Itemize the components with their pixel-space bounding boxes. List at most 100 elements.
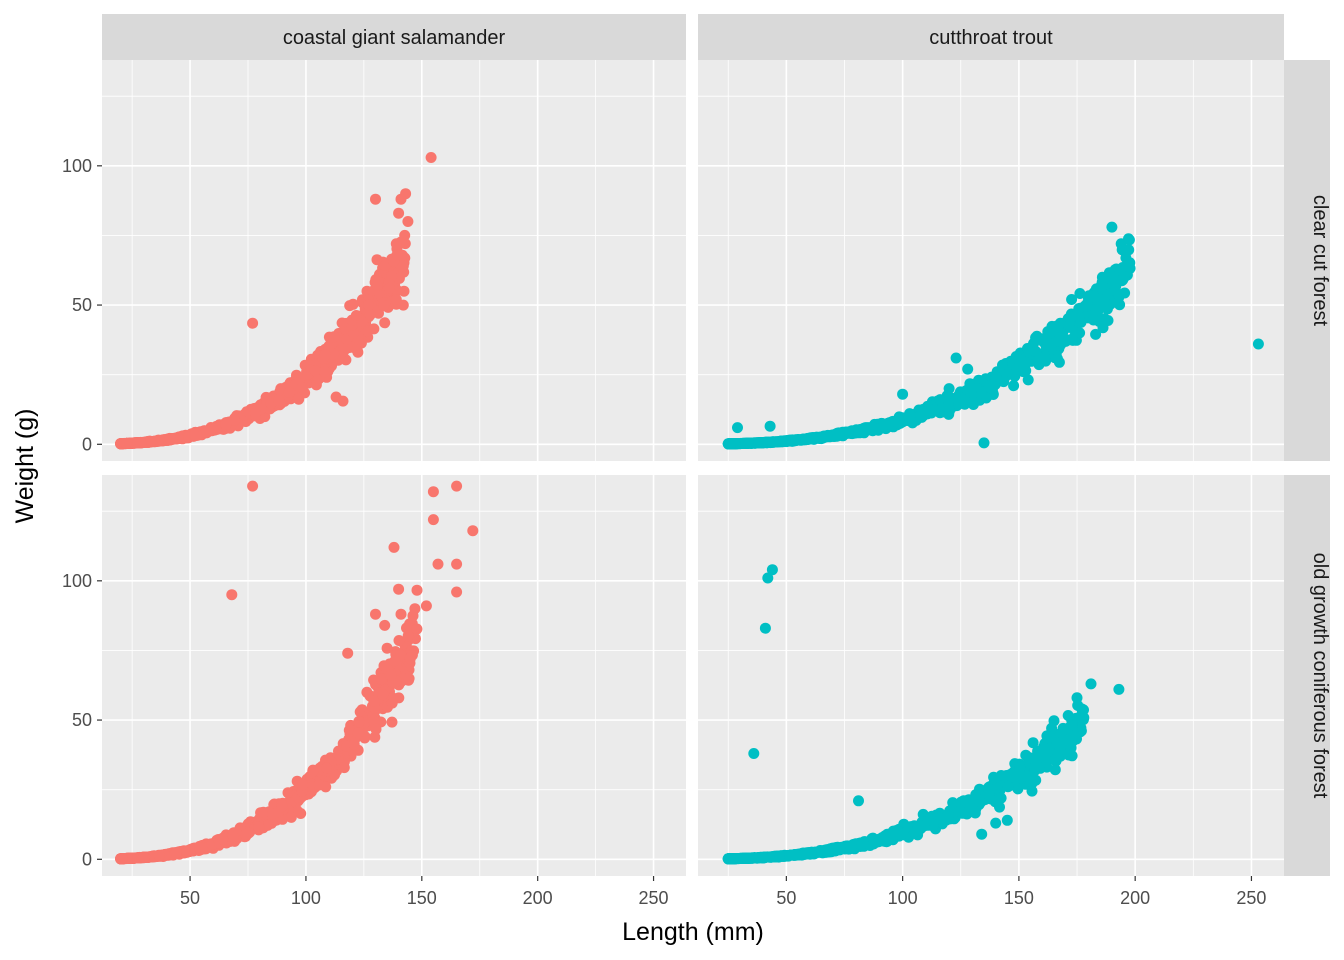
row-strip [1284, 475, 1330, 876]
data-point [869, 423, 881, 434]
data-point [313, 779, 325, 791]
data-point [227, 831, 239, 843]
data-point-outlier [1085, 678, 1097, 690]
data-point-outlier [427, 514, 439, 526]
data-point [879, 835, 891, 847]
data-point [1074, 288, 1086, 299]
data-point-outlier [388, 541, 400, 553]
data-point [1077, 714, 1089, 726]
data-point [217, 833, 229, 845]
data-point [296, 382, 308, 394]
data-point [319, 349, 331, 361]
data-point [393, 635, 405, 646]
data-point [799, 434, 811, 446]
data-point [821, 430, 833, 442]
y-tick-label: 100 [62, 571, 92, 591]
data-point-outlier [1071, 692, 1083, 704]
data-point [1030, 346, 1042, 358]
facet-strips: coastal giant salamander cutthroat trout c… [102, 14, 1331, 876]
data-point [986, 379, 998, 391]
data-point-outlier [427, 486, 439, 498]
data-point [135, 437, 147, 449]
data-point [884, 417, 896, 429]
facet-panels [102, 60, 1284, 876]
column-strip-label: cutthroat trout [929, 27, 1053, 49]
row-strip-label: old growth coniferous forest [1309, 553, 1331, 799]
data-point [722, 853, 734, 865]
data-point [1012, 783, 1024, 795]
data-point [965, 802, 977, 814]
data-point-outlier [451, 586, 463, 598]
data-point [1041, 730, 1053, 742]
data-points [722, 221, 1264, 450]
data-point-outlier [732, 422, 743, 434]
data-point [1066, 294, 1078, 305]
data-point [381, 642, 393, 654]
data-point [262, 819, 274, 831]
data-point [1010, 351, 1022, 362]
data-point-outlier [1252, 338, 1264, 350]
data-point-outlier [962, 363, 974, 375]
data-point-outlier [759, 622, 771, 634]
column-strip [102, 14, 686, 60]
x-tick-label: 150 [407, 888, 437, 908]
x-tick-label: 200 [1120, 888, 1150, 908]
x-tick-label: 250 [1236, 888, 1266, 908]
column-strip-label: coastal giant salamander [283, 27, 506, 49]
data-point [228, 414, 240, 426]
facet-panel [698, 60, 1284, 461]
data-point-outlier [897, 388, 909, 400]
x-tick-label: 150 [1004, 888, 1034, 908]
data-point-outlier [383, 282, 395, 294]
x-axis-title: Length (mm) [622, 918, 764, 946]
data-point [283, 386, 295, 398]
data-points [722, 564, 1125, 865]
data-point-outlier [1057, 722, 1069, 734]
data-point [385, 669, 397, 681]
data-point-outlier [247, 480, 259, 492]
data-point [328, 348, 340, 360]
data-point [973, 793, 985, 805]
data-point [992, 794, 1004, 806]
data-point [350, 310, 362, 321]
data-point-outlier [409, 603, 421, 615]
data-point [995, 770, 1007, 781]
y-tick-label: 50 [72, 295, 92, 315]
data-point [1026, 785, 1038, 797]
data-point [1049, 764, 1061, 776]
data-point [348, 738, 360, 750]
data-point [369, 276, 381, 288]
row-strip [1284, 60, 1330, 461]
x-tick-label: 100 [888, 888, 918, 908]
data-point [307, 765, 319, 777]
data-point-outlier [451, 558, 463, 570]
facet-panel [102, 60, 686, 461]
data-point-outlier [976, 828, 988, 840]
x-tick-label: 50 [180, 888, 200, 908]
data-point [1010, 768, 1022, 780]
data-point-outlier [1076, 703, 1088, 715]
data-point [402, 630, 414, 642]
data-point [1022, 374, 1034, 386]
y-axis-title: Weight (g) [11, 409, 39, 524]
data-point [1067, 719, 1078, 731]
x-tick-label: 100 [291, 888, 321, 908]
data-point [984, 784, 996, 796]
data-points [115, 152, 437, 450]
data-point [1087, 290, 1099, 301]
data-point-outlier [1106, 221, 1118, 233]
data-point [1040, 743, 1052, 755]
data-point [353, 716, 365, 728]
data-point [774, 850, 785, 862]
data-point [293, 393, 305, 405]
data-point [790, 434, 801, 446]
data-point [1123, 234, 1135, 246]
data-point [757, 852, 769, 863]
data-point [220, 418, 232, 430]
data-point [1019, 356, 1031, 368]
data-point-outlier [1120, 252, 1132, 264]
data-point-outlier [943, 383, 955, 395]
data-point-outlier [1113, 683, 1125, 695]
data-point-outlier [397, 299, 409, 311]
column-strip [698, 14, 1284, 60]
